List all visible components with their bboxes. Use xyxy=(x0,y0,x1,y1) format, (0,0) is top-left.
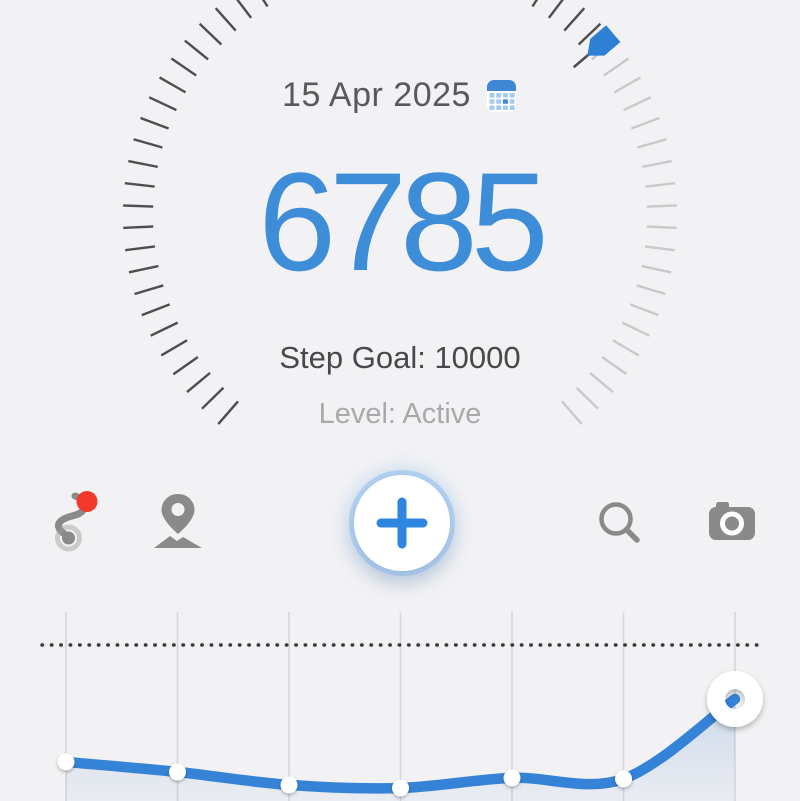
gauge-tick xyxy=(637,138,667,149)
weekly-steps-chart xyxy=(40,612,763,801)
gauge-tick xyxy=(170,57,197,77)
calendar-icon[interactable] xyxy=(485,79,518,113)
gauge-tick xyxy=(141,303,171,317)
gauge-tick xyxy=(563,7,586,32)
gauge-progress-marker[interactable] xyxy=(567,25,621,75)
route-button[interactable] xyxy=(42,487,104,553)
route-icon xyxy=(55,491,98,552)
date-row: 15 Apr 2025 xyxy=(0,76,800,115)
search-button[interactable] xyxy=(594,498,644,548)
step-goal-label: Step Goal: 10000 xyxy=(279,340,521,375)
step-count: 6785 xyxy=(258,143,548,300)
search-icon xyxy=(599,502,640,543)
chart-area-fill xyxy=(66,699,735,801)
gauge-tick xyxy=(547,0,564,19)
calendar-icon-glyph xyxy=(486,79,516,112)
current-day-marker[interactable] xyxy=(707,671,763,728)
calendar-selected-day xyxy=(502,98,508,104)
add-button[interactable] xyxy=(354,475,450,571)
data-point xyxy=(169,763,186,781)
gauge-tick xyxy=(198,22,223,46)
location-pin-icon xyxy=(154,494,202,548)
data-point xyxy=(57,753,75,771)
data-point xyxy=(615,770,632,788)
location-button[interactable] xyxy=(150,492,206,554)
gauge-tick xyxy=(150,321,179,337)
camera-button[interactable] xyxy=(704,501,758,545)
gauge-tick xyxy=(629,303,659,317)
camera-icon xyxy=(709,502,755,540)
terrain-shape xyxy=(154,536,202,548)
plus-icon xyxy=(376,497,428,549)
gauge-tick xyxy=(236,0,253,19)
gauge-tick xyxy=(140,116,170,130)
gauge-tick xyxy=(184,39,209,61)
add-steps-area xyxy=(346,467,458,579)
gauge-tick xyxy=(577,22,602,46)
activity-level-label: Level: Active xyxy=(318,398,482,430)
gauge-tick xyxy=(261,0,269,8)
notification-badge xyxy=(76,491,98,512)
gauge-tick xyxy=(591,39,616,61)
date-label: 15 Apr 2025 xyxy=(282,76,471,114)
gauge-tick xyxy=(621,321,650,337)
gauge-tick xyxy=(133,138,163,149)
gauge-tick xyxy=(531,0,539,8)
gauge-tick xyxy=(214,7,237,32)
data-point xyxy=(503,769,521,787)
gauge-tick xyxy=(603,57,630,77)
data-point xyxy=(280,776,298,794)
gauge-tick xyxy=(630,116,660,130)
data-point xyxy=(392,779,409,797)
